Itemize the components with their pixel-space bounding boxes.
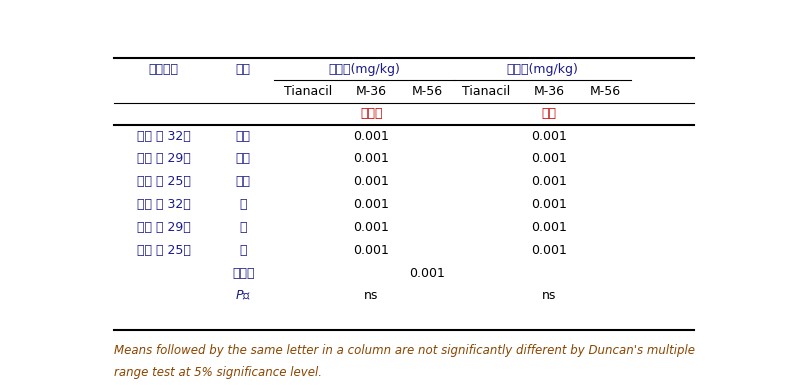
Text: 짚: 짚 [239,221,247,234]
Text: 0.001: 0.001 [531,221,567,234]
Text: 종실: 종실 [236,175,251,188]
Text: 출수 후 29일: 출수 후 29일 [136,221,190,234]
Text: 짚: 짚 [239,244,247,257]
Text: M-36: M-36 [356,85,386,98]
Text: Tianacil: Tianacil [284,85,332,98]
Text: 종실: 종실 [236,152,251,166]
Text: 0.001: 0.001 [531,175,567,188]
Text: $P$값: $P$값 [235,289,251,303]
Text: 0.001: 0.001 [531,244,567,257]
Text: 0.001: 0.001 [353,175,389,188]
Text: Means followed by the same letter in a column are not significantly different by: Means followed by the same letter in a c… [114,343,695,357]
Text: M-36: M-36 [534,85,565,98]
Text: 0.001: 0.001 [353,198,389,211]
Text: 종실: 종실 [236,130,251,143]
Text: 배량: 배량 [542,107,557,120]
Text: 무처리: 무처리 [232,267,254,280]
Text: 짚: 짚 [239,198,247,211]
Text: 0.001: 0.001 [353,152,389,166]
Text: 0.001: 0.001 [353,221,389,234]
Text: 출수 후 25일: 출수 후 25일 [136,244,190,257]
Text: 0.001: 0.001 [353,130,389,143]
Text: 출수 후 32일: 출수 후 32일 [136,130,190,143]
Text: M-56: M-56 [412,85,443,98]
Text: 잔류성(mg/kg): 잔류성(mg/kg) [328,63,400,76]
Text: range test at 5% significance level.: range test at 5% significance level. [114,366,322,379]
Text: ns: ns [542,290,557,303]
Text: Tianacil: Tianacil [463,85,511,98]
Text: 0.001: 0.001 [531,152,567,166]
Text: M-56: M-56 [589,85,621,98]
Text: 분위: 분위 [236,63,251,76]
Text: 출수 후 32일: 출수 후 32일 [136,198,190,211]
Text: 출수 후 29일: 출수 후 29일 [136,152,190,166]
Text: ns: ns [364,290,379,303]
Text: 기준량: 기준량 [360,107,383,120]
Text: 0.001: 0.001 [531,198,567,211]
Text: 0.001: 0.001 [409,267,445,280]
Text: 출수 후 25일: 출수 후 25일 [136,175,190,188]
Text: 잔류성(mg/kg): 잔류성(mg/kg) [507,63,578,76]
Text: 처리시기: 처리시기 [148,63,178,76]
Text: 0.001: 0.001 [531,130,567,143]
Text: 0.001: 0.001 [353,244,389,257]
